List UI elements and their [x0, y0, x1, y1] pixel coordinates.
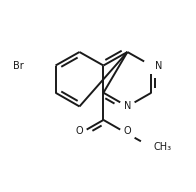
Text: O: O: [76, 126, 83, 136]
Text: O: O: [124, 126, 131, 136]
Text: Br: Br: [13, 60, 24, 70]
Text: N: N: [124, 101, 131, 111]
Text: N: N: [155, 60, 162, 70]
Text: CH₃: CH₃: [153, 142, 172, 152]
